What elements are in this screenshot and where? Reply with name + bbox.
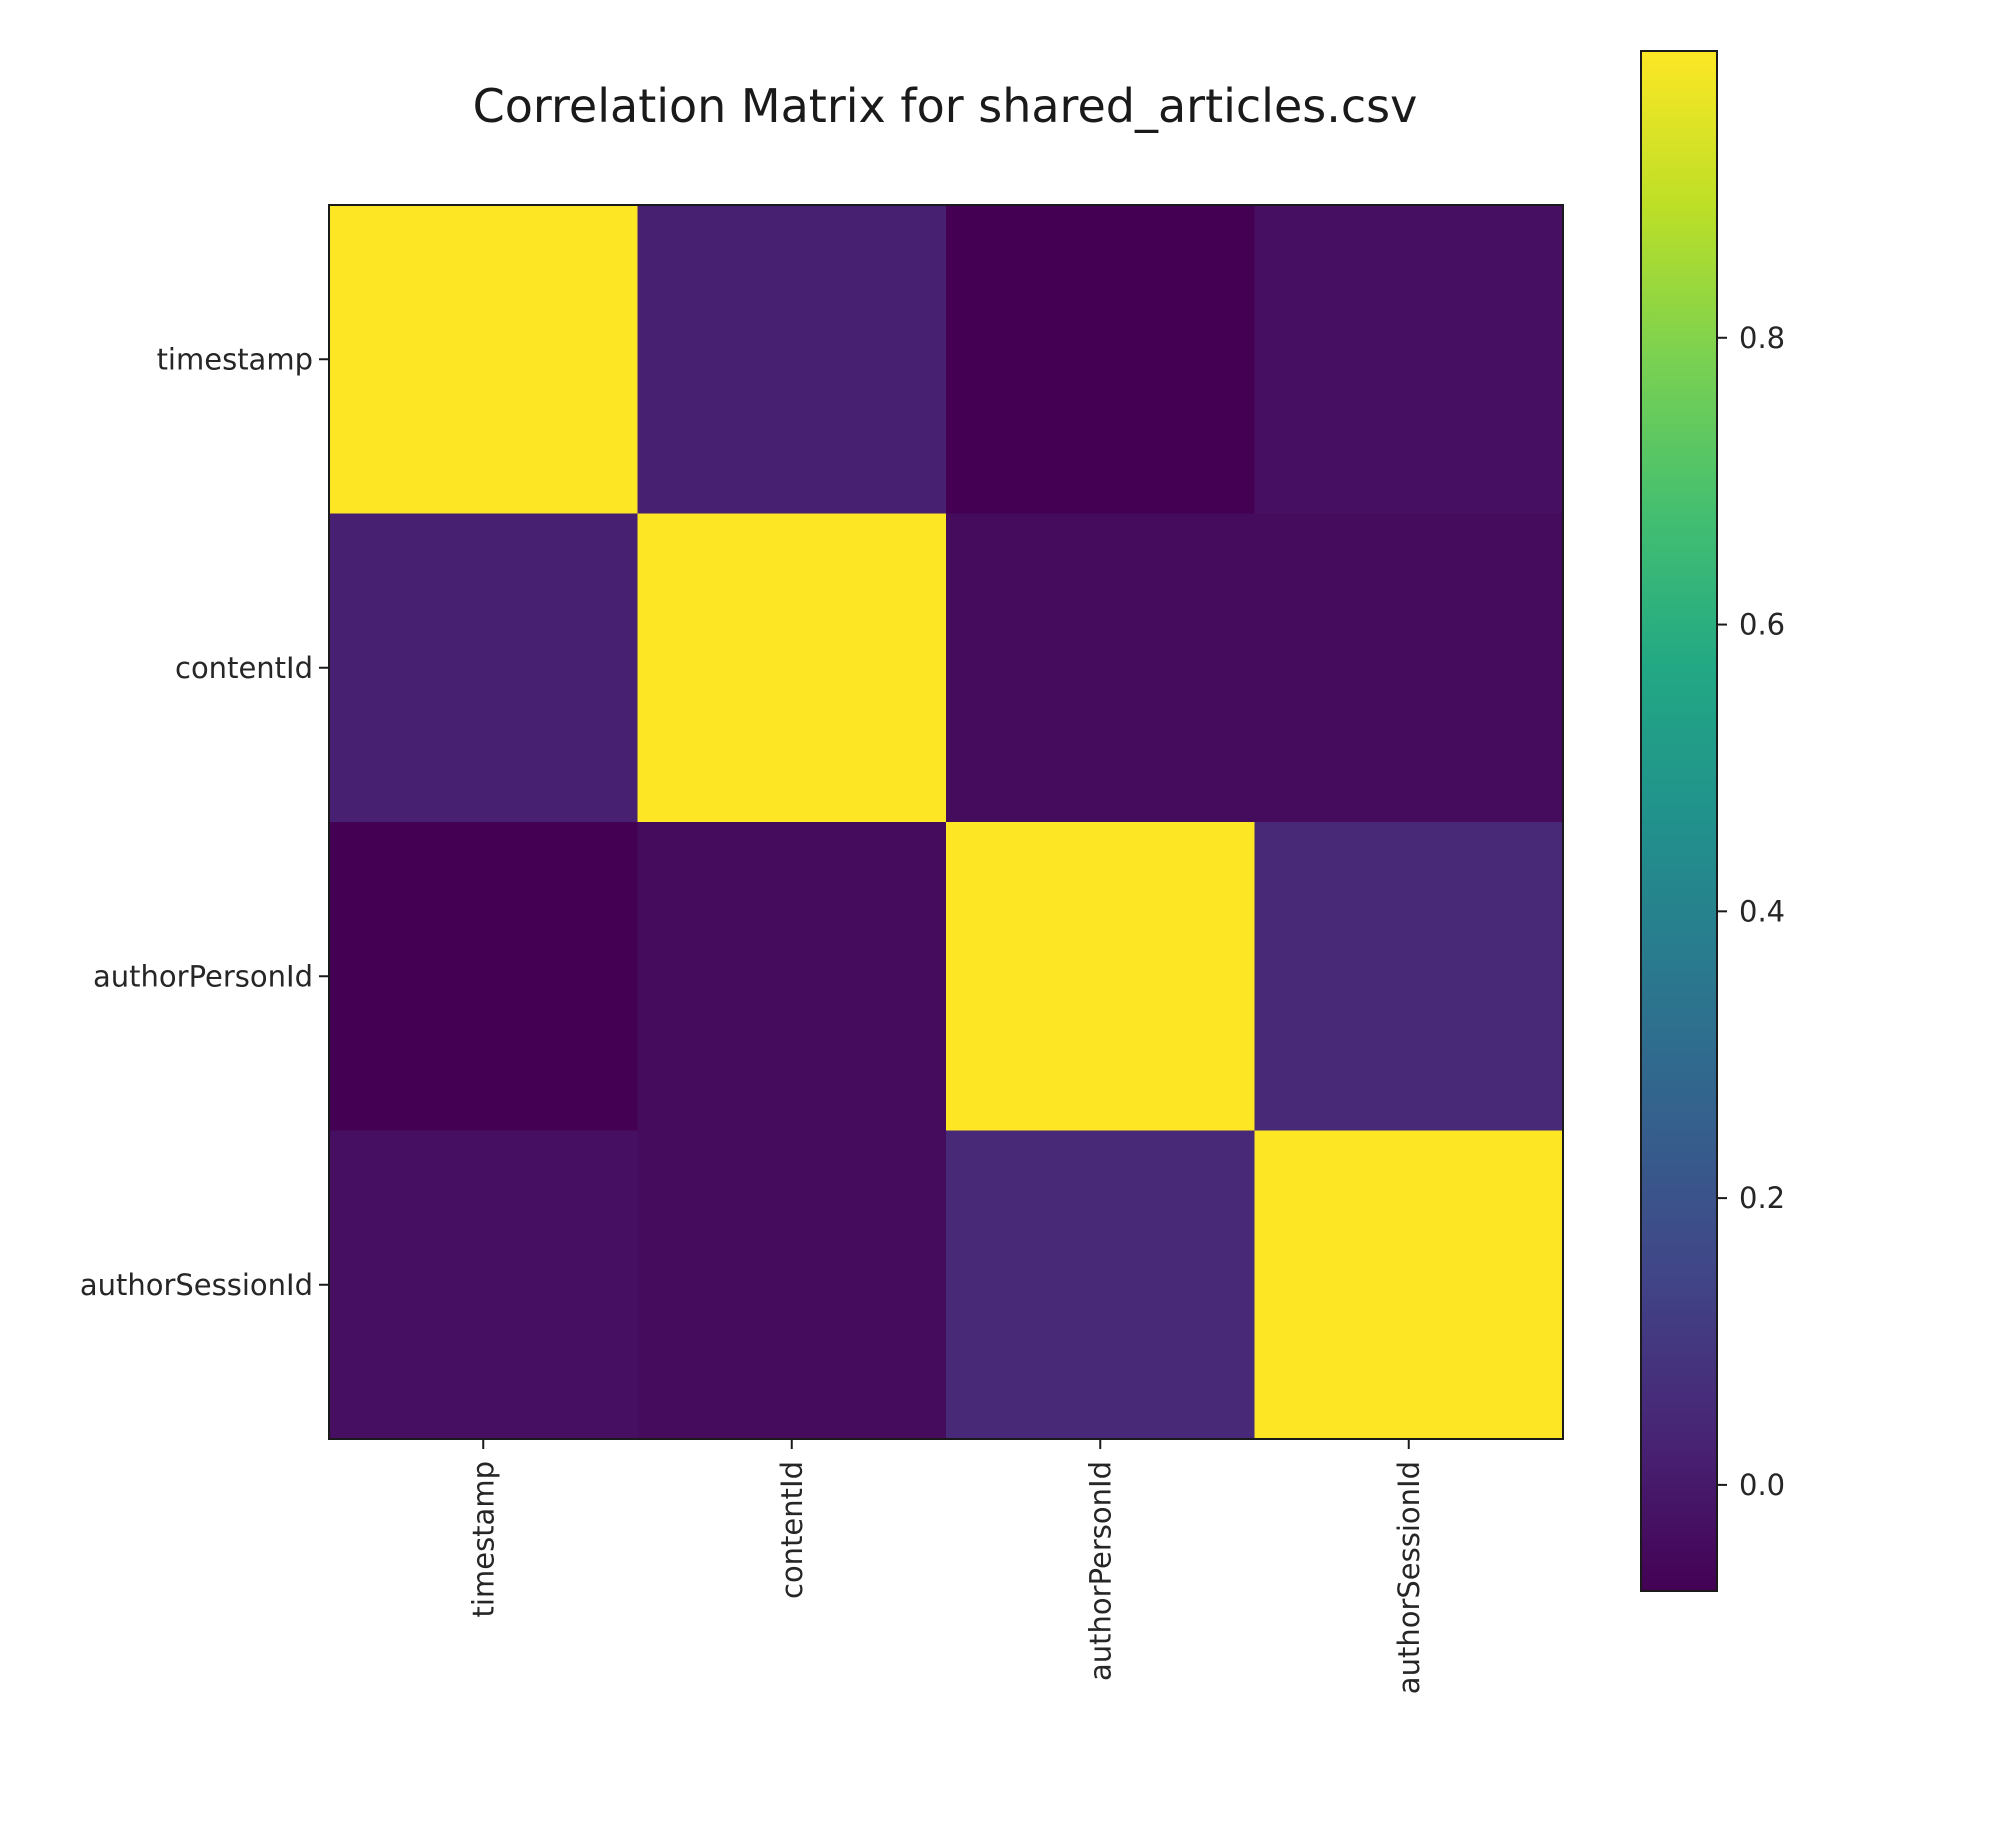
heatmap-cell-0-1	[637, 205, 947, 514]
heatmap-cell-1-2	[946, 513, 1255, 823]
x-tick-label: timestamp	[466, 1461, 500, 1617]
heatmap-cells	[329, 205, 1564, 1440]
colorbar-tick-label: 0.4	[1739, 894, 1785, 928]
y-tick-label: authorPersonId	[93, 959, 313, 993]
heatmap-cell-2-1	[637, 822, 947, 1131]
y-tick-label: contentId	[175, 651, 313, 685]
colorbar-ticks: 0.0 0.2 0.4 0.6 0.8	[1717, 321, 1785, 1502]
heatmap-cell-0-3	[1254, 205, 1564, 514]
x-tick-label: contentId	[775, 1461, 809, 1599]
y-tick-label: authorSessionId	[80, 1268, 313, 1302]
heatmap-cell-3-3	[1254, 1130, 1564, 1440]
heatmap-cell-2-3	[1254, 822, 1564, 1131]
colorbar-tick-label: 0.6	[1739, 608, 1785, 642]
y-tick-label: timestamp	[157, 342, 313, 376]
colorbar-tick-label: 0.2	[1739, 1181, 1785, 1215]
y-tick-labels: timestamp contentId authorPersonId authorSe…	[80, 342, 329, 1302]
heatmap-cell-1-0	[329, 513, 638, 823]
heatmap-cell-3-1	[637, 1130, 947, 1440]
x-tick-label: authorPersonId	[1083, 1461, 1117, 1681]
colorbar-tick-label: 0.8	[1739, 321, 1785, 355]
heatmap-cell-2-0	[329, 822, 638, 1131]
colorbar-tick-label: 0.0	[1739, 1468, 1785, 1502]
heatmap-cell-0-0	[329, 205, 638, 514]
x-tick-labels: timestamp contentId authorPersonId authorSe…	[466, 1439, 1426, 1694]
chart-title: Correlation Matrix for shared_articles.c…	[473, 79, 1418, 133]
x-tick-label: authorSessionId	[1392, 1461, 1426, 1694]
heatmap-cell-2-2	[946, 822, 1255, 1131]
heatmap-cell-3-0	[329, 1130, 638, 1440]
colorbar	[1640, 50, 1718, 1592]
heatmap-frame	[328, 204, 1564, 1440]
heatmap-cell-1-3	[1254, 513, 1564, 823]
heatmap-cell-3-2	[946, 1130, 1255, 1440]
heatmap-cell-1-1	[637, 513, 947, 823]
heatmap-cell-0-2	[946, 205, 1255, 514]
